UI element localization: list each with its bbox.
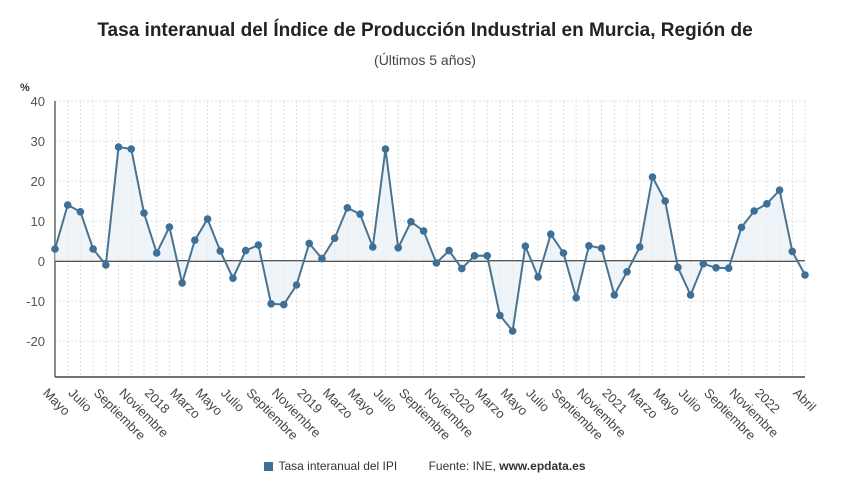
data-point: [699, 260, 708, 268]
data-point: [407, 218, 415, 226]
data-point: [203, 215, 212, 223]
data-point: [432, 259, 441, 267]
data-point: [445, 246, 453, 255]
data-point: [178, 279, 186, 287]
data-point: [559, 249, 568, 257]
data-point: [267, 300, 275, 308]
data-point: [572, 294, 580, 302]
data-point: [305, 239, 314, 248]
data-point: [63, 201, 72, 209]
data-point: [165, 223, 174, 231]
data-point: [724, 264, 733, 273]
data-point: [343, 204, 352, 212]
data-point: [686, 291, 695, 299]
chart-title: Tasa interanual del Índice de Producción…: [97, 20, 753, 41]
data-point: [229, 274, 237, 283]
data-point: [635, 243, 644, 251]
data-point: [381, 145, 390, 153]
data-point: [521, 242, 530, 250]
data-point: [623, 268, 631, 276]
data-point: [356, 210, 364, 218]
series-area: [55, 147, 805, 331]
y-tick-label: 40: [31, 94, 45, 109]
source-prefix: Fuente: INE,: [428, 459, 500, 473]
y-tick-label: 20: [31, 174, 45, 189]
y-tick-label: -20: [26, 334, 45, 349]
data-point: [674, 263, 682, 272]
data-point: [318, 254, 326, 263]
data-point: [712, 264, 720, 272]
data-point: [368, 243, 377, 251]
data-point: [496, 311, 504, 320]
data-point: [801, 271, 809, 279]
data-point: [763, 200, 771, 208]
legend-series-label: Tasa interanual del IPI: [278, 459, 398, 473]
data-point: [76, 208, 85, 216]
data-point: [419, 227, 428, 235]
data-point: [330, 234, 339, 242]
legend: Tasa interanual del IPI Fuente: INE, www…: [0, 459, 850, 473]
y-tick-label: -10: [26, 294, 45, 309]
y-tick-label: 30: [31, 134, 45, 149]
data-point: [585, 242, 593, 250]
data-point: [750, 207, 758, 215]
data-point: [648, 173, 657, 181]
data-point: [191, 236, 199, 244]
data-point: [775, 186, 784, 194]
data-point: [508, 327, 517, 335]
data-point: [102, 261, 110, 269]
x-tick-label: Abril: [790, 385, 819, 414]
data-point: [470, 252, 479, 260]
legend-swatch: [264, 462, 274, 471]
data-point: [546, 230, 555, 238]
chart-subtitle: (Últimos 5 años): [374, 52, 476, 68]
data-point: [610, 291, 619, 299]
data-point: [394, 244, 403, 252]
data-point: [292, 281, 301, 289]
data-point: [483, 252, 492, 260]
data-point: [127, 145, 136, 153]
data-point: [788, 247, 797, 256]
data-point: [661, 197, 669, 205]
x-tick-label: Mayo: [40, 385, 73, 418]
y-tick-label: 0: [38, 254, 45, 269]
data-point: [241, 246, 250, 255]
data-point: [152, 249, 161, 257]
data-point: [216, 247, 225, 255]
y-axis-unit: %: [20, 82, 30, 94]
data-point: [51, 245, 59, 253]
y-tick-label: 10: [31, 214, 45, 229]
data-point: [737, 223, 746, 232]
data-point: [457, 264, 466, 273]
source-site: www.epdata.es: [499, 459, 586, 473]
data-point: [140, 209, 148, 217]
series-line: [54, 145, 806, 334]
data-point: [534, 273, 542, 281]
data-point: [254, 241, 263, 249]
data-point: [280, 300, 288, 309]
data-point: [89, 245, 97, 253]
data-point: [597, 244, 606, 252]
data-point: [114, 143, 123, 151]
line-chart: % 403020100-10-20MayoJulioSeptiembreNovi…: [20, 82, 819, 443]
